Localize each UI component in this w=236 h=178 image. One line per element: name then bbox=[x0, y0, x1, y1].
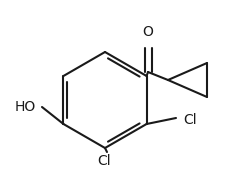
Text: Cl: Cl bbox=[97, 154, 111, 168]
Text: HO: HO bbox=[15, 100, 36, 114]
Text: Cl: Cl bbox=[183, 113, 197, 127]
Text: O: O bbox=[143, 25, 153, 39]
